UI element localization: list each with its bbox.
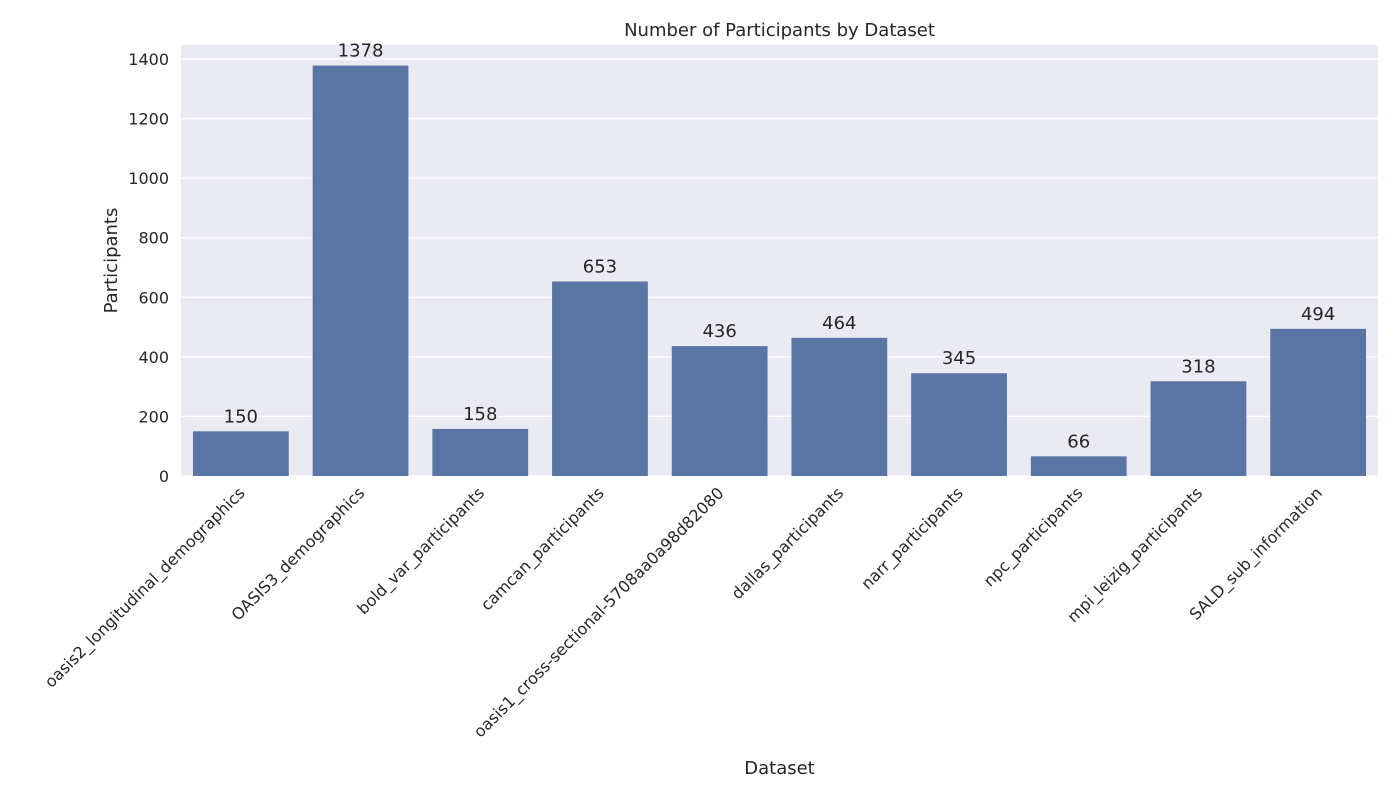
y-axis-ticks: 0 200 400 600 800 1000 1200 1400 (128, 50, 169, 486)
bar-oasis1_cross-sectional-5708aa0a98d82080 (671, 346, 768, 476)
data-label: 436 (702, 321, 736, 342)
x-tick-label: narr_participants (857, 483, 967, 593)
data-labels: 150 1378 158 653 436 464 345 66 318 494 (224, 41, 1336, 453)
x-axis-label: Dataset (744, 758, 815, 779)
bar-OASIS3_demographics (312, 65, 409, 476)
x-tick-label: OASIS3_demographics (227, 483, 369, 625)
data-label: 494 (1301, 304, 1335, 325)
data-label: 653 (583, 256, 617, 277)
y-tick-label: 1000 (128, 169, 169, 188)
x-tick-label: mpi_leizig_participants (1063, 483, 1207, 627)
data-label: 1378 (338, 41, 384, 62)
bar-narr_participants (911, 373, 1007, 476)
bar-dallas_participants (791, 337, 888, 476)
bar-SALD_sub_information (1270, 328, 1367, 476)
y-axis-label: Participants (101, 208, 122, 314)
bar-mpi_leizig_participants (1150, 381, 1247, 476)
data-label: 464 (822, 313, 856, 334)
y-tick-label: 400 (138, 348, 169, 367)
bar-oasis2_longitudinal_demographics (192, 431, 289, 476)
bars (192, 65, 1367, 476)
x-tick-label: camcan_participants (477, 483, 609, 615)
y-tick-label: 1200 (128, 110, 169, 129)
chart-title: Number of Participants by Dataset (624, 20, 935, 41)
x-tick-label: dallas_participants (728, 483, 848, 603)
x-tick-label: oasis1_cross-sectional-5708aa0a98d82080 (470, 483, 728, 741)
x-tick-label: npc_participants (980, 483, 1088, 591)
x-tick-label: oasis2_longitudinal_demographics (41, 483, 250, 692)
data-label: 345 (942, 348, 976, 369)
data-label: 158 (463, 404, 497, 425)
y-tick-label: 1400 (128, 50, 169, 69)
x-axis-ticks: oasis2_longitudinal_demographicsOASIS3_d… (41, 483, 1327, 741)
data-label: 318 (1181, 356, 1215, 377)
y-tick-label: 600 (138, 288, 169, 307)
y-tick-label: 200 (138, 407, 169, 426)
y-tick-label: 0 (159, 467, 169, 486)
x-tick-label: SALD_sub_information (1186, 483, 1327, 624)
x-tick-label: bold_var_participants (353, 483, 488, 618)
data-label: 66 (1067, 431, 1090, 452)
bar-npc_participants (1030, 456, 1127, 476)
data-label: 150 (224, 406, 258, 427)
y-tick-label: 800 (138, 229, 169, 248)
bar-camcan_participants (552, 281, 648, 476)
bar-bold_var_participants (432, 428, 529, 476)
